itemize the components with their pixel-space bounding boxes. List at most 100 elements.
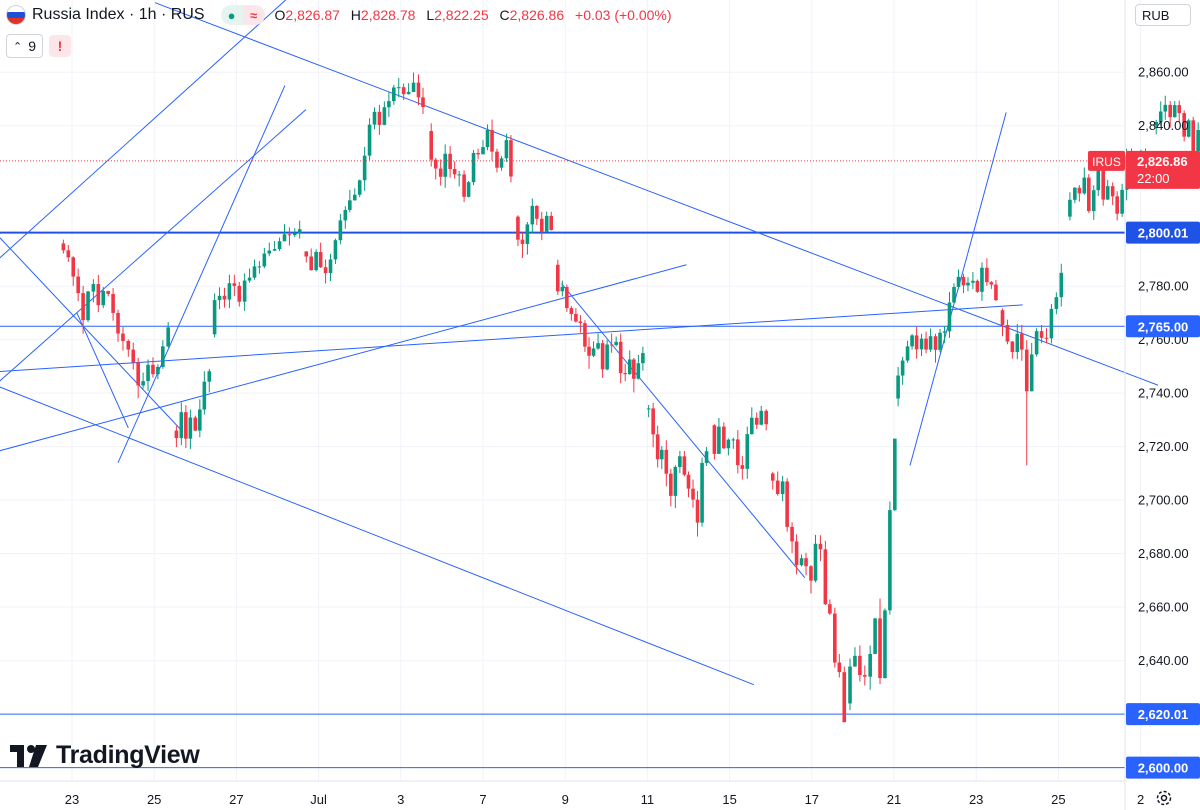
horizontal-levels[interactable] <box>0 231 1125 769</box>
tradingview-logo[interactable]: TradingView <box>10 741 200 770</box>
candle-body <box>309 256 314 271</box>
candle-body <box>1000 310 1005 325</box>
candle <box>759 406 764 426</box>
candle-body <box>712 425 717 454</box>
time-tick-label: 15 <box>722 792 736 807</box>
candle-body <box>888 510 892 611</box>
candle <box>392 84 396 105</box>
candle <box>942 326 947 344</box>
trendline <box>154 2 1159 386</box>
candle <box>823 540 828 606</box>
candle <box>556 259 560 296</box>
candle <box>924 331 928 354</box>
trendline <box>561 283 806 579</box>
candle-body <box>406 92 411 95</box>
candle <box>938 328 942 353</box>
market-status-pill[interactable]: ● ≈ <box>220 5 265 25</box>
candle-body <box>914 335 919 350</box>
market-open-dot-icon[interactable]: ● <box>220 5 243 25</box>
candle-body <box>1105 186 1110 200</box>
candle-body <box>304 251 309 257</box>
candle <box>406 83 411 95</box>
currency-selector[interactable]: RUB <box>1135 4 1191 26</box>
time-axis[interactable]: 23 25 27 Jul 3 7 9 11 15 17 21 23 25 2 <box>65 792 1144 807</box>
candle-body <box>569 308 574 315</box>
candle <box>207 368 212 393</box>
candle-body <box>1082 177 1087 194</box>
candle <box>919 333 924 356</box>
price-tick-label: 2,680.00 <box>1138 546 1189 561</box>
chart-settings-gear-icon[interactable] <box>1155 789 1173 807</box>
candle <box>1154 119 1159 135</box>
low-value: 2,822.25 <box>434 7 489 23</box>
candle-body <box>343 209 348 221</box>
candle <box>457 170 461 187</box>
candle <box>466 181 471 198</box>
candle <box>627 350 632 375</box>
candle-body <box>780 481 785 495</box>
candle <box>853 647 857 667</box>
candle <box>985 258 989 286</box>
candle <box>609 333 614 353</box>
candle-body <box>878 618 882 679</box>
candle-body <box>141 381 145 386</box>
candle <box>565 284 569 312</box>
time-tick-label: Jul <box>310 792 327 807</box>
candle <box>785 478 789 532</box>
candle-body <box>156 366 160 375</box>
candle <box>535 205 539 225</box>
candle-body <box>1029 354 1034 392</box>
trendline <box>909 112 1007 466</box>
candle-body <box>919 338 924 350</box>
candle-body <box>421 97 425 107</box>
time-tick-label: 23 <box>65 792 79 807</box>
candle-body <box>686 474 691 489</box>
candle-body <box>971 280 975 283</box>
candle <box>712 424 717 460</box>
candle <box>292 228 297 238</box>
candle-body <box>471 152 476 183</box>
indicators-bar: ⌃ 9 ! <box>6 34 72 58</box>
candle-body <box>411 82 416 93</box>
candle-body <box>896 375 900 399</box>
candle <box>961 273 966 294</box>
candle-body <box>357 180 362 195</box>
low-label: L <box>426 7 435 23</box>
symbol-badge <box>1088 150 1125 171</box>
candle <box>1158 101 1163 126</box>
candle <box>1044 328 1049 344</box>
candle <box>578 315 583 333</box>
candle-body <box>1059 272 1064 298</box>
candle <box>438 159 443 186</box>
candle <box>1000 308 1005 337</box>
candle <box>416 74 421 106</box>
time-tick-label: 27 <box>229 792 243 807</box>
candle <box>1039 324 1044 344</box>
candle <box>1054 292 1059 315</box>
candle <box>509 135 513 183</box>
warning-icon[interactable]: ! <box>49 35 72 57</box>
candle-body <box>544 215 549 232</box>
trendlines[interactable] <box>0 0 1159 686</box>
candle <box>1034 328 1039 357</box>
candle <box>476 148 480 160</box>
level-price-badge <box>1126 703 1200 726</box>
candle-body <box>539 218 544 232</box>
candle-body <box>883 610 887 679</box>
candle <box>828 599 832 615</box>
candle <box>569 306 574 321</box>
symbol-title[interactable]: Russia Index · 1h · RUS <box>32 6 205 23</box>
candle <box>1115 191 1119 221</box>
candle <box>858 645 862 682</box>
candle <box>1105 179 1110 201</box>
candle <box>900 356 905 385</box>
delayed-data-icon[interactable]: ≈ <box>242 5 265 25</box>
candle-body <box>323 267 328 274</box>
indicators-toggle-button[interactable]: ⌃ 9 <box>6 34 44 58</box>
candle-body <box>1172 105 1177 118</box>
candle-body <box>700 462 704 523</box>
candle-body <box>754 417 759 425</box>
candle-body <box>96 284 101 306</box>
candle-body <box>947 302 952 332</box>
